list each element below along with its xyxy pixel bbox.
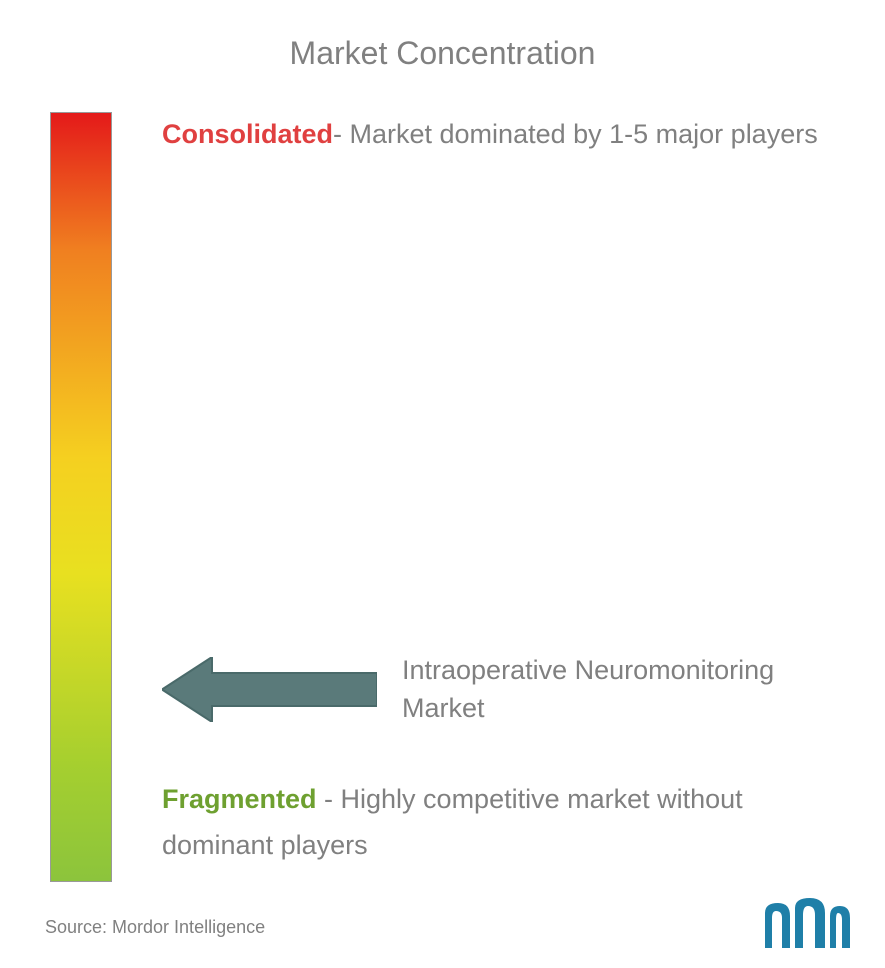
- text-area: Consolidated- Market dominated by 1-5 ma…: [162, 112, 840, 892]
- infographic-container: Market Concentration Consolidated- Marke…: [0, 0, 885, 968]
- source-attribution: Source: Mordor Intelligence: [45, 917, 265, 938]
- arrow-icon: [162, 657, 377, 722]
- page-title: Market Concentration: [45, 35, 840, 72]
- fragmented-description: Fragmented - Highly competitive market w…: [162, 777, 840, 869]
- consolidated-description: Consolidated- Market dominated by 1-5 ma…: [162, 112, 818, 158]
- market-name-label: Intraoperative Neuromonitoring Market: [402, 652, 840, 728]
- consolidated-label: Consolidated: [162, 119, 333, 149]
- consolidated-text: - Market dominated by 1-5 major players: [333, 119, 818, 149]
- fragmented-label: Fragmented: [162, 784, 317, 814]
- concentration-gradient-bar: [50, 112, 112, 882]
- content-area: Consolidated- Market dominated by 1-5 ma…: [45, 112, 840, 892]
- mordor-logo-icon: [760, 898, 855, 948]
- market-position-indicator: Intraoperative Neuromonitoring Market: [162, 652, 840, 728]
